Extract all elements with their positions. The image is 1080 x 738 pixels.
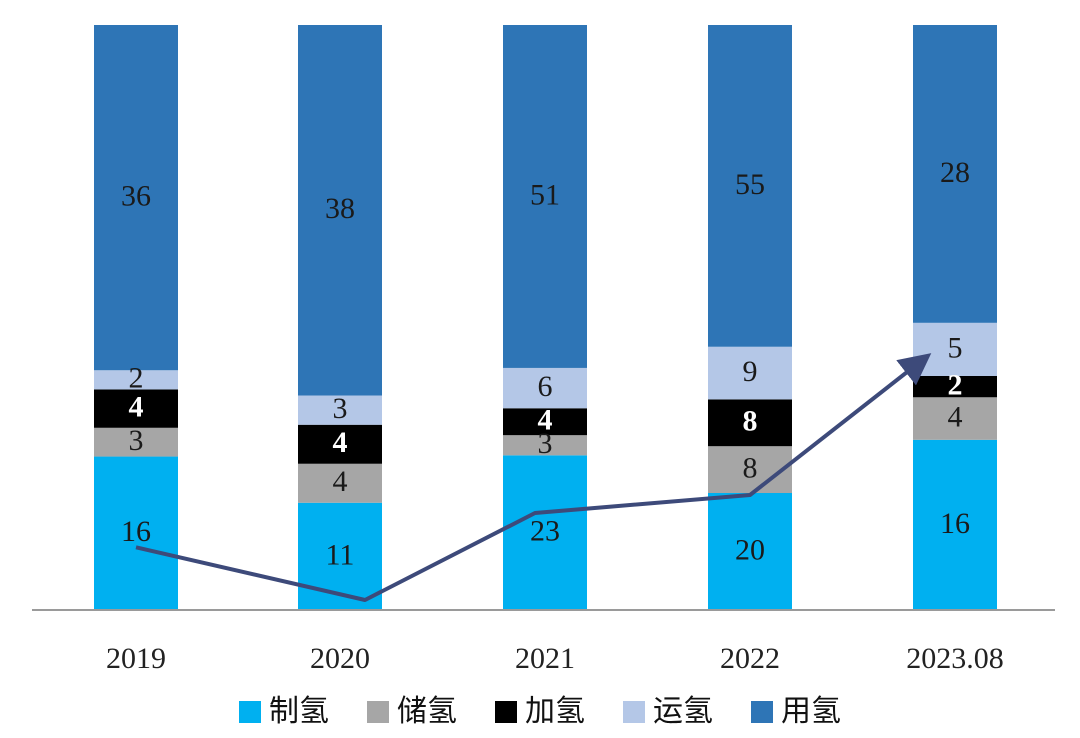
bars-layer xyxy=(94,25,997,610)
segment-value-label: 16 xyxy=(940,507,970,540)
legend: 制氢 储氢 加氢 运氢 用氢 xyxy=(0,690,1080,734)
bar-segment xyxy=(503,25,587,368)
segment-value-label: 6 xyxy=(538,370,553,403)
bar-segment xyxy=(298,463,382,503)
bar-segment xyxy=(503,367,587,409)
segment-value-label: 2 xyxy=(129,362,144,395)
bar-segment xyxy=(913,397,997,440)
segment-value-label: 8 xyxy=(743,451,758,484)
legend-label: 运氢 xyxy=(653,694,713,729)
bar-segment xyxy=(298,395,382,425)
segment-value-label: 4 xyxy=(538,404,553,437)
segment-value-label: 36 xyxy=(121,180,151,213)
category-label: 2020 xyxy=(310,642,370,675)
trend-arrow-line xyxy=(135,353,932,602)
legend-swatch xyxy=(367,701,389,723)
bar-segment xyxy=(94,427,178,457)
bar-segment xyxy=(708,25,792,347)
segment-value-label: 16 xyxy=(121,515,151,548)
trend-line-layer xyxy=(135,353,932,602)
segment-value-label: 38 xyxy=(325,192,355,225)
legend-swatch xyxy=(623,701,645,723)
legend-label: 制氢 xyxy=(269,694,329,729)
segment-value-label: 11 xyxy=(326,538,355,571)
legend-label: 加氢 xyxy=(525,694,585,729)
category-labels-layer: 2019 2020 2021 2022 2023.08 xyxy=(106,642,1004,675)
segment-value-label: 4 xyxy=(333,465,348,498)
bar-segment xyxy=(298,25,382,396)
bar-segment xyxy=(94,25,178,371)
bar-segment xyxy=(503,435,587,456)
segment-value-label: 9 xyxy=(743,355,758,388)
segment-value-label: 3 xyxy=(129,424,144,457)
bar-segment xyxy=(503,455,587,610)
legend-label: 用氢 xyxy=(781,694,841,729)
segment-value-label: 4 xyxy=(948,400,963,433)
legend-swatch xyxy=(495,701,517,723)
legend-swatch xyxy=(239,701,261,723)
segment-value-label: 23 xyxy=(530,515,560,548)
segment-value-label: 3 xyxy=(538,427,553,460)
bar-segment xyxy=(913,376,997,398)
bar-segment xyxy=(503,408,587,436)
segment-value-label: 4 xyxy=(129,390,144,423)
bar-segment xyxy=(94,389,178,428)
legend-item: 用氢 xyxy=(751,697,841,727)
segment-value-label: 2 xyxy=(948,369,963,402)
segment-value-label: 20 xyxy=(735,533,765,566)
legend-item: 运氢 xyxy=(623,697,713,727)
category-label: 2019 xyxy=(106,642,166,675)
segment-value-label: 3 xyxy=(333,392,348,425)
segment-value-label: 8 xyxy=(743,405,758,438)
segment-value-label: 55 xyxy=(735,168,765,201)
category-label: 2021 xyxy=(515,642,575,675)
bar-segment xyxy=(913,439,997,610)
legend-item: 加氢 xyxy=(495,697,585,727)
bar-segment xyxy=(708,399,792,447)
segment-value-label: 4 xyxy=(333,426,348,459)
category-label: 2022 xyxy=(720,642,780,675)
legend-label: 储氢 xyxy=(397,694,457,729)
bar-segment xyxy=(913,25,997,323)
segment-value-label: 5 xyxy=(948,331,963,364)
legend-item: 储氢 xyxy=(367,697,457,727)
bar-segment xyxy=(94,370,178,390)
bar-segment xyxy=(708,493,792,610)
bar-segment xyxy=(94,456,178,610)
bar-segment xyxy=(708,446,792,493)
legend-item: 制氢 xyxy=(239,697,329,727)
segment-value-label: 28 xyxy=(940,156,970,189)
legend-swatch xyxy=(751,701,773,723)
bar-segment xyxy=(298,502,382,610)
category-label: 2023.08 xyxy=(906,642,1004,675)
bar-segment xyxy=(708,346,792,400)
bar-segment xyxy=(298,424,382,464)
segment-value-label: 51 xyxy=(530,178,560,211)
